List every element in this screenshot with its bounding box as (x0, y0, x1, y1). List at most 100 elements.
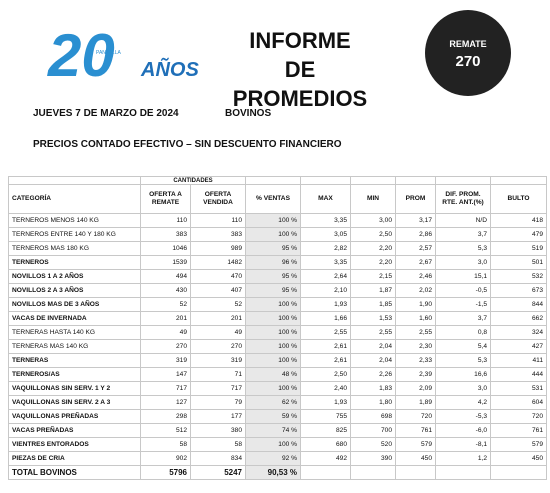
cell: 1,89 (395, 395, 436, 410)
table-row: TERNERAS 319 319 100 % 2,61 2,04 2,33 5,3 411 (8, 353, 547, 368)
cell: 92 % (245, 451, 301, 466)
table-row: TERNERAS MAS 140 KG 270 270 100 % 2,61 2,04 2,… (8, 339, 547, 354)
cell: 430 (140, 283, 191, 298)
cell: 49 (190, 325, 246, 340)
title-line: DE PROMEDIOS (232, 57, 368, 111)
cell: VAQUILLONAS PREÑADAS (8, 409, 141, 424)
cell (350, 465, 396, 480)
cell: TOTAL BOVINOS (8, 465, 141, 480)
cell: 989 (190, 241, 246, 256)
cell: 2,02 (395, 283, 436, 298)
table-row: TERNEROS/AS 147 71 48 % 2,50 2,26 2,39 16,6 444 (8, 367, 547, 382)
table-row: VACAS PREÑADAS 512 380 74 % 825 700 761 -6,0 761 (8, 423, 547, 438)
cell: 100 % (245, 325, 301, 340)
cell: 2,55 (350, 325, 396, 340)
cell: VIENTRES ENTORADOS (8, 437, 141, 452)
cell: 1,66 (300, 311, 351, 326)
cell: 95 % (245, 283, 301, 298)
cell: -8,1 (435, 437, 491, 452)
cell: 324 (490, 325, 547, 340)
cell: 2,86 (395, 227, 436, 242)
cell: 470 (190, 269, 246, 284)
table-row: TERNEROS ENTRE 140 Y 180 KG 383 383 100 % 3,… (8, 227, 547, 242)
cell: 844 (490, 297, 547, 312)
table-row: NOVILLOS 2 A 3 AÑOS 430 407 95 % 2,10 1,87 2,0… (8, 283, 547, 298)
cell: TERNERAS (8, 353, 141, 368)
cell: 579 (395, 437, 436, 452)
date: JUEVES 7 DE MARZO DE 2024 (33, 108, 179, 119)
cell: 52 (140, 297, 191, 312)
cell: 16,6 (435, 367, 491, 382)
badge: REMATE 270 (425, 10, 511, 96)
cell: 74 % (245, 423, 301, 438)
cell: 5,4 (435, 339, 491, 354)
cell: 720 (490, 409, 547, 424)
cell: 95 % (245, 269, 301, 284)
cell (350, 176, 396, 185)
cell: 2,46 (395, 269, 436, 284)
cell: -5,3 (435, 409, 491, 424)
group-row: CANTIDADES (8, 176, 547, 185)
title: INFORME DE PROMEDIOS (215, 26, 385, 113)
cell: -1,5 (435, 297, 491, 312)
cell: 2,39 (395, 367, 436, 382)
cell: 1482 (190, 255, 246, 270)
cell: 3,17 (395, 213, 436, 228)
cell: 201 (190, 311, 246, 326)
column-header: BULTO (490, 184, 547, 214)
table: CANTIDADES CATEGORÍA OFERTA A REMATE OFERTA… (8, 176, 547, 480)
header-row: CATEGORÍA OFERTA A REMATE OFERTA VENDIDA% … (8, 184, 547, 214)
table-row: TERNEROS 1539 1482 96 % 3,35 2,20 2,67 3,0 501 (8, 255, 547, 270)
cell: 1539 (140, 255, 191, 270)
cell (300, 465, 351, 480)
cell: 100 % (245, 339, 301, 354)
cell: TERNEROS ENTRE 140 Y 180 KG (8, 227, 141, 242)
table-row: VACAS DE INVERNADA 201 201 100 % 1,66 1,53 1,6… (8, 311, 547, 326)
cell: 407 (190, 283, 246, 298)
cell: 1,60 (395, 311, 436, 326)
logo: 20 AÑOS PANTALLA (47, 22, 199, 88)
table-row: VAQUILLONAS PREÑADAS 298 177 59 % 755 698 720-… (8, 409, 547, 424)
cell: 2,55 (300, 325, 351, 340)
cell: 147 (140, 367, 191, 382)
cell: 579 (490, 437, 547, 452)
cell: 2,09 (395, 381, 436, 396)
cell: 5,3 (435, 353, 491, 368)
cell: 520 (350, 437, 396, 452)
cell: 501 (490, 255, 547, 270)
cell: 2,20 (350, 241, 396, 256)
cell: 2,64 (300, 269, 351, 284)
cell: 680 (300, 437, 351, 452)
cell: 3,35 (300, 255, 351, 270)
cell: 383 (140, 227, 191, 242)
cell: 100 % (245, 353, 301, 368)
cell: VACAS DE INVERNADA (8, 311, 141, 326)
column-header: PROM (395, 184, 436, 214)
cell: 1,85 (350, 297, 396, 312)
cell: 604 (490, 395, 547, 410)
table-row: VAQUILLONAS SIN SERV. 2 A 3 127 79 62 % 1,93… (8, 395, 547, 410)
table-row: VIENTRES ENTORADOS 58 58 100 % 680 520 579 -8,1… (8, 437, 547, 452)
cell: 755 (300, 409, 351, 424)
cell: 390 (350, 451, 396, 466)
cell: VAQUILLONAS SIN SERV. 2 A 3 (8, 395, 141, 410)
cell: 2,50 (300, 367, 351, 382)
cell: 1,80 (350, 395, 396, 410)
column-header: OFERTA VENDIDA (190, 184, 246, 214)
cell: 662 (490, 311, 547, 326)
cell: 95 % (245, 241, 301, 256)
cell: 48 % (245, 367, 301, 382)
cell: 319 (140, 353, 191, 368)
cell: 418 (490, 213, 547, 228)
cell: 58 (190, 437, 246, 452)
cell: 2,67 (395, 255, 436, 270)
note: PRECIOS CONTADO EFECTIVO – SIN DESCUENTO… (33, 139, 342, 150)
cell: 2,26 (350, 367, 396, 382)
cell: 3,0 (435, 255, 491, 270)
cell: TERNEROS (8, 255, 141, 270)
cell: NOVILLOS 1 A 2 AÑOS (8, 269, 141, 284)
cell (490, 465, 547, 480)
table-row: PIEZAS DE CRIA 902 834 92 % 492 390 450 1,2 450 (8, 451, 547, 466)
cell: VACAS PREÑADAS (8, 423, 141, 438)
